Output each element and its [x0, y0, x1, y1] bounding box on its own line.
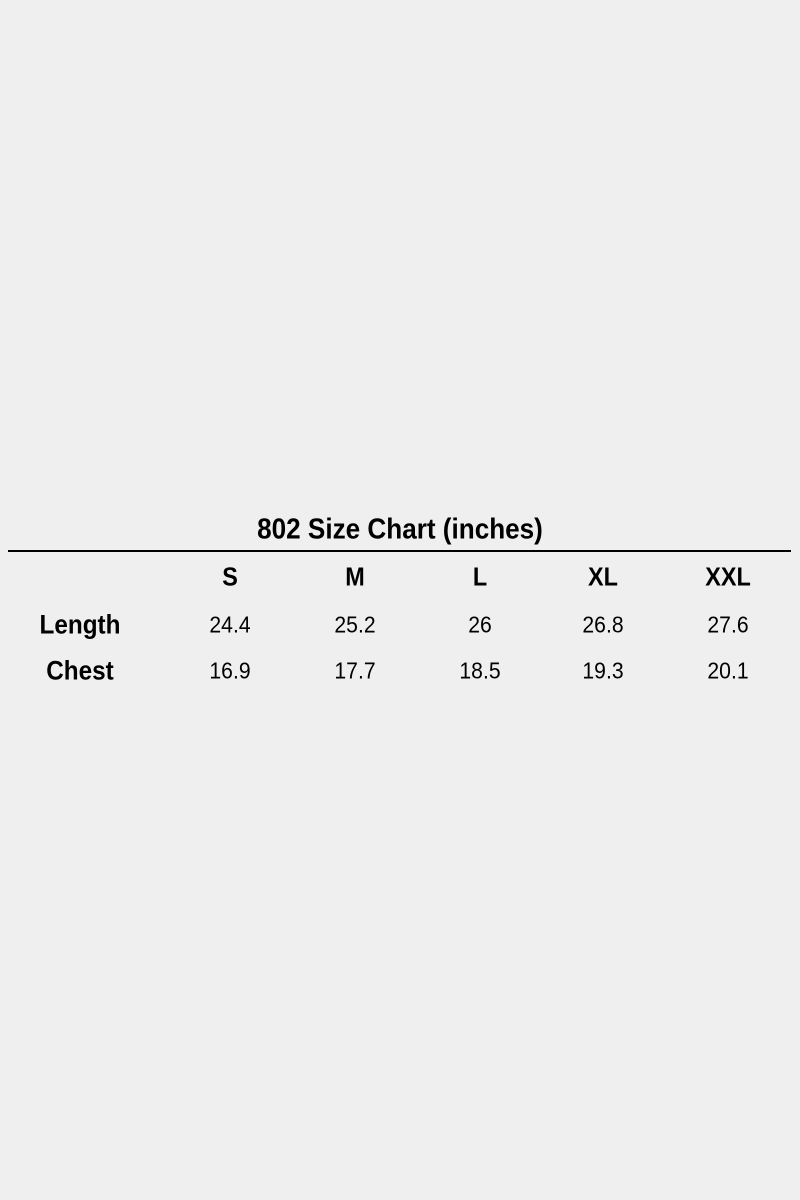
- table-cell: 20.1: [707, 657, 749, 684]
- table-cell: 26.8: [582, 611, 624, 638]
- table-cell: 25.2: [334, 611, 376, 638]
- page-title: 802 Size Chart (inches): [257, 513, 543, 546]
- column-header: S: [222, 561, 238, 592]
- table-cell: 24.4: [209, 611, 251, 638]
- table-cell: 17.7: [334, 657, 376, 684]
- column-header: M: [345, 561, 365, 592]
- row-label: Length: [39, 609, 121, 640]
- table-cell: 18.5: [459, 657, 501, 684]
- column-header: L: [472, 561, 488, 592]
- table-cell: 27.6: [707, 611, 749, 638]
- table-cell: 26: [468, 611, 492, 638]
- title-divider: [8, 550, 791, 552]
- row-label: Chest: [46, 655, 114, 686]
- column-header: XXL: [705, 561, 751, 592]
- column-header: XL: [588, 561, 618, 592]
- table-cell: 19.3: [582, 657, 624, 684]
- table-cell: 16.9: [209, 657, 251, 684]
